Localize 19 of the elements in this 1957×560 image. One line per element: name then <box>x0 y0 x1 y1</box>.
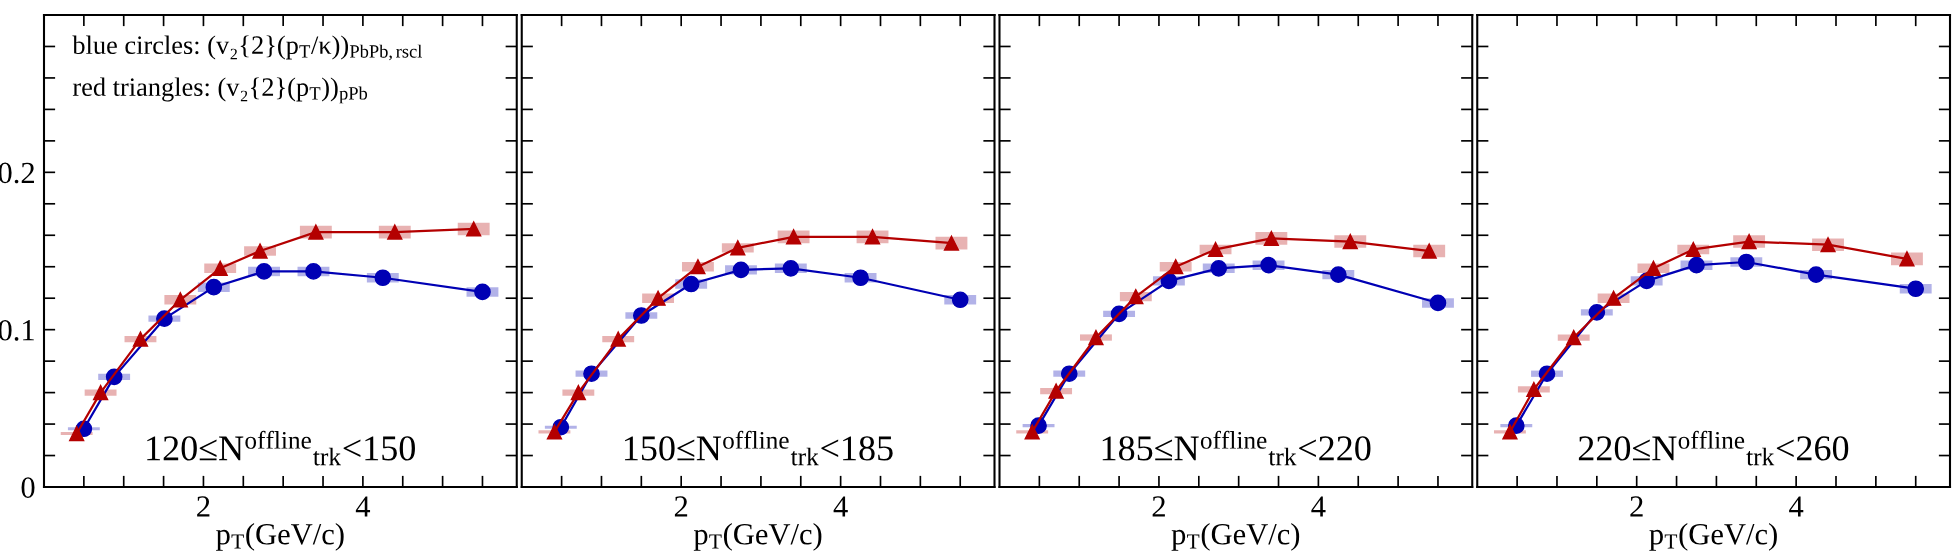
annotation: 185≤N$^{offline}$$_{trk}$<220 <box>1102 430 1371 466</box>
x-tick-label: 2 <box>197 496 210 517</box>
x-tick-label: 4 <box>1789 496 1804 517</box>
x-tick-label: 2 <box>1152 496 1165 517</box>
x-axis-title: p$_{T}$(GeV/c) <box>216 523 344 551</box>
y-tick-label: 0 <box>21 477 35 498</box>
annotation: 220≤N$^{offline}$$_{trk}$<260 <box>1578 430 1849 466</box>
x-tick-label: 4 <box>1311 496 1326 517</box>
annotation: blue circles: (v₂{2}(p$_{T}$/κ))$_{PbPb,rscl}$ <box>72 35 422 61</box>
x-tick-label: 2 <box>1630 496 1643 517</box>
annotation: 150≤N$^{offline}$$_{trk}$<185 <box>624 430 893 466</box>
annotation: 120≤N$^{offline}$$_{trk}$<150 <box>147 430 415 466</box>
x-axis-title: p$_{T}$(GeV/c) <box>1649 523 1777 551</box>
x-axis-title: p$_{T}$(GeV/c) <box>693 523 822 551</box>
x-tick-label: 2 <box>674 496 688 517</box>
x-axis-title: p$_{T}$(GeV/c) <box>1171 523 1300 551</box>
x-tick-label: 4 <box>355 496 371 517</box>
x-tick-label: 4 <box>833 496 848 517</box>
annotation: red triangles: (v₂{2}(p$_{T}$))$_{pPb}$ <box>72 77 368 104</box>
